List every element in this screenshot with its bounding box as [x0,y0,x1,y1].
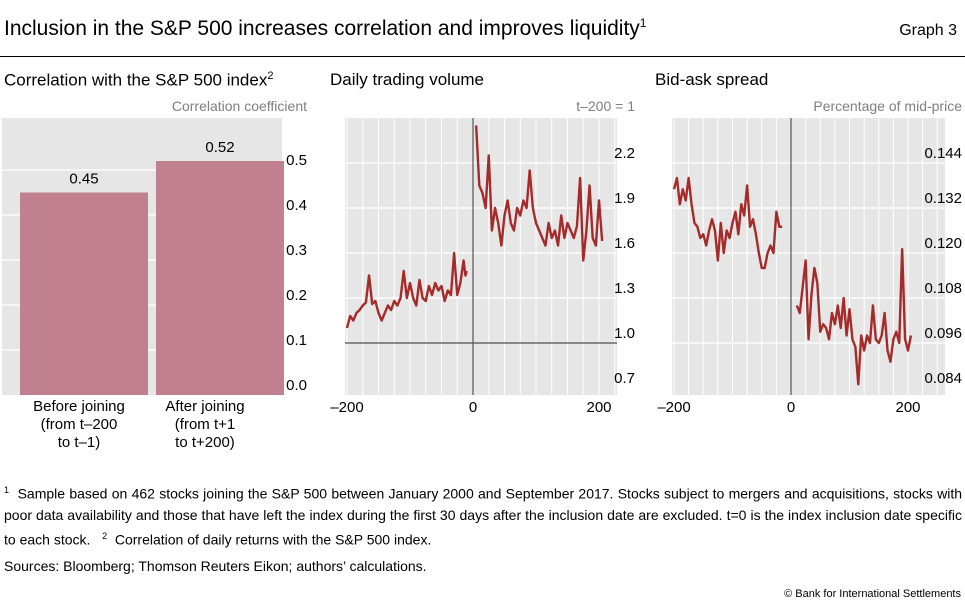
sources: Sources: Bloomberg; Thomson Reuters Eiko… [4,558,427,574]
panel1-unit: Correlation coefficient [171,98,307,114]
bar [20,192,148,395]
panel3-unit: Percentage of mid-price [813,98,962,114]
y-tick-label: 0.096 [924,325,962,342]
panel2-title: Daily trading volume [330,70,485,89]
panel3-title: Bid-ask spread [655,70,769,89]
footnote-mark: 2 [102,530,108,541]
panel3-chart: 0.084 0.096 0.108 0.120 0.132 0.144 –200 0 200 [657,118,962,416]
cat-line: to t+200) [175,434,235,451]
graph-number: Graph 3 [899,22,957,39]
cat-line: Before joining [33,398,125,415]
y-tick-label: 0.084 [924,370,962,387]
x-tick-label: –200 [657,399,690,416]
y-tick-label: 0.3 [286,242,307,259]
series-line [672,176,783,270]
y-tick-label: 0.132 [924,190,962,207]
footnote-2: Correlation of daily returns with the S&… [114,531,432,548]
footnote-1: Sample based on 462 stocks joining the S… [4,485,962,548]
y-tick-label: 0.5 [286,152,307,169]
y-tick-label: 1.9 [614,190,635,207]
y-tick-label: 0.0 [286,377,307,394]
y-tick-label: 0.7 [614,370,635,387]
y-tick-label: 1.3 [614,280,635,297]
panel2-chart: 0.7 1.0 1.3 1.6 1.9 2.2 –200 0 200 [330,118,635,416]
category-label-after: After joining (from t+1 to t+200) [130,398,280,452]
y-tick-label: 0.4 [286,197,307,214]
title-rule [0,56,965,57]
copyright: © Bank for International Settlements [784,588,961,600]
plot-background [345,118,617,395]
series-line [795,248,913,386]
x-tick-label: –200 [330,399,363,416]
y-tick-label: 0.108 [924,280,962,297]
y-tick-label: 1.6 [614,235,635,252]
y-tick-label: 0.120 [924,235,962,252]
x-tick-label: 0 [469,399,477,416]
category-label-before: Before joining (from t–200 to t–1) [4,398,154,452]
panel1-title-text: Correlation with the S&P 500 index [4,70,268,90]
x-tick-label: 200 [895,399,920,416]
y-tick-label: 0.144 [924,145,962,162]
x-tick-label: 200 [586,399,611,416]
title-text: Inclusion in the S&P 500 increases corre… [4,17,640,40]
panel2-unit: t–200 = 1 [576,98,635,114]
series-line [474,125,604,262]
panel1-chart: 0.0 0.1 0.2 0.3 0.4 0.5 0.45 0.52 [2,118,307,395]
data-label: 0.45 [69,171,98,188]
cat-line: to t–1) [57,434,101,451]
plot-background [672,118,945,395]
cat-line: (from t–200 [40,416,118,433]
data-label: 0.52 [205,139,234,156]
series-line [345,251,468,329]
y-tick-label: 2.2 [614,145,635,162]
panel1-title: Correlation with the S&P 500 index2 [4,70,273,91]
bar [156,161,284,395]
x-tick-label: 0 [787,399,795,416]
footnote-mark: 1 [4,485,10,495]
title-footnote-mark: 1 [639,16,647,30]
y-tick-label: 0.1 [286,332,307,349]
panel1-footnote-mark: 2 [267,70,274,82]
y-tick-label: 0.2 [286,287,307,304]
cat-line: (from t+1 [174,416,236,433]
graph-title: Inclusion in the S&P 500 increases corre… [4,16,646,41]
footnotes: 1 Sample based on 462 stocks joining the… [4,480,962,550]
y-tick-label: 1.0 [614,325,635,342]
cat-line: After joining [165,398,245,415]
